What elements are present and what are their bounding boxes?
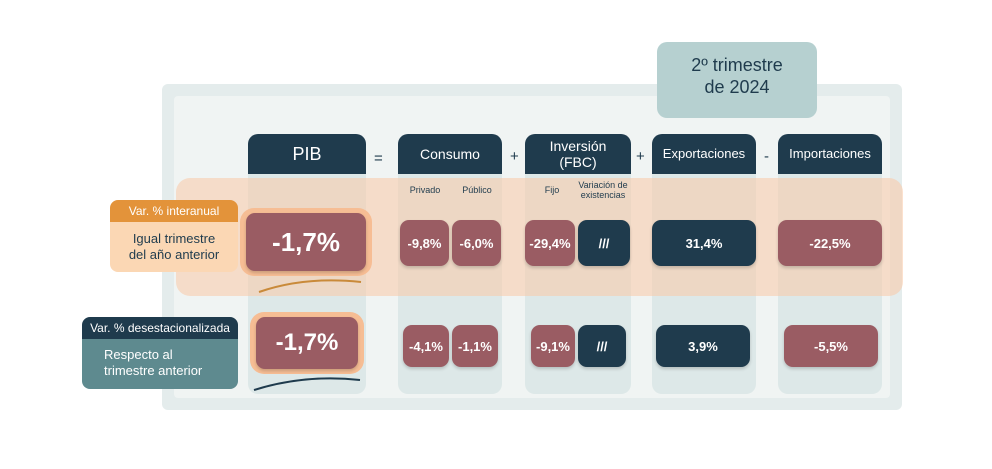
header-consumo-label: Consumo	[420, 146, 480, 162]
header-exportaciones-label: Exportaciones	[662, 146, 746, 161]
header-pib: PIB	[248, 134, 366, 174]
inversion-variacion-interanual: ///	[578, 220, 630, 266]
interanual-description: Igual trimestre del año anterior	[110, 222, 238, 272]
operator-minus: -	[764, 148, 769, 165]
interanual-desc-line1: Igual trimestre	[132, 231, 216, 246]
consumo-privado-interanual: -9,8%	[400, 220, 449, 266]
inversion-fijo-desestacionalizada: -9,1%	[531, 325, 575, 367]
operator-plus-1: +	[510, 148, 519, 165]
pib-desestacionalizada-value: -1,7%	[256, 317, 358, 369]
operator-plus-2: +	[636, 148, 645, 165]
header-inversion-line2: (FBC)	[559, 154, 597, 170]
desestacionalizada-description: Respecto al trimestre anterior	[82, 339, 238, 389]
subheader-variacion: Variación de existencias	[576, 180, 630, 200]
navy-swoosh-decoration	[253, 377, 361, 391]
header-inversion: Inversión (FBC)	[525, 134, 631, 174]
exportaciones-desestacionalizada: 3,9%	[656, 325, 750, 367]
consumo-privado-desestacionalizada: -4,1%	[403, 325, 449, 367]
quarter-badge: 2º trimestre de 2024	[657, 42, 817, 118]
interanual-desc-line2: del año anterior	[128, 247, 220, 262]
subheader-publico: Público	[462, 185, 492, 195]
consumo-publico-interanual: -6,0%	[452, 220, 501, 266]
operator-equals: =	[374, 150, 383, 167]
exportaciones-interanual: 31,4%	[652, 220, 756, 266]
subheader-variacion-line2: existencias	[580, 190, 626, 200]
inversion-variacion-desestacionalizada: ///	[578, 325, 626, 367]
pib-interanual-value: -1,7%	[246, 213, 366, 271]
subheader-privado: Privado	[409, 185, 441, 195]
orange-swoosh-decoration	[258, 279, 362, 293]
subheader-variacion-line1: Variación de	[578, 180, 628, 190]
header-importaciones-label: Importaciones	[789, 146, 871, 161]
quarter-line2: de 2024	[704, 77, 770, 97]
header-importaciones: Importaciones	[778, 134, 882, 174]
desestacionalizada-label: Var. % desestacionalizada	[82, 317, 238, 339]
importaciones-desestacionalizada: -5,5%	[784, 325, 878, 367]
consumo-publico-desestacionalizada: -1,1%	[452, 325, 498, 367]
header-consumo: Consumo	[398, 134, 502, 174]
header-inversion-line1: Inversión	[549, 138, 607, 154]
header-exportaciones: Exportaciones	[652, 134, 756, 174]
quarter-line1: 2º trimestre	[691, 55, 783, 75]
subheader-fijo: Fijo	[544, 185, 560, 195]
desestacionalizada-desc-line1: Respecto al	[104, 347, 173, 362]
importaciones-interanual: -22,5%	[778, 220, 882, 266]
desestacionalizada-desc-line2: trimestre anterior	[104, 363, 203, 378]
header-pib-label: PIB	[292, 144, 322, 164]
interanual-label: Var. % interanual	[110, 200, 238, 222]
inversion-fijo-interanual: -29,4%	[525, 220, 575, 266]
